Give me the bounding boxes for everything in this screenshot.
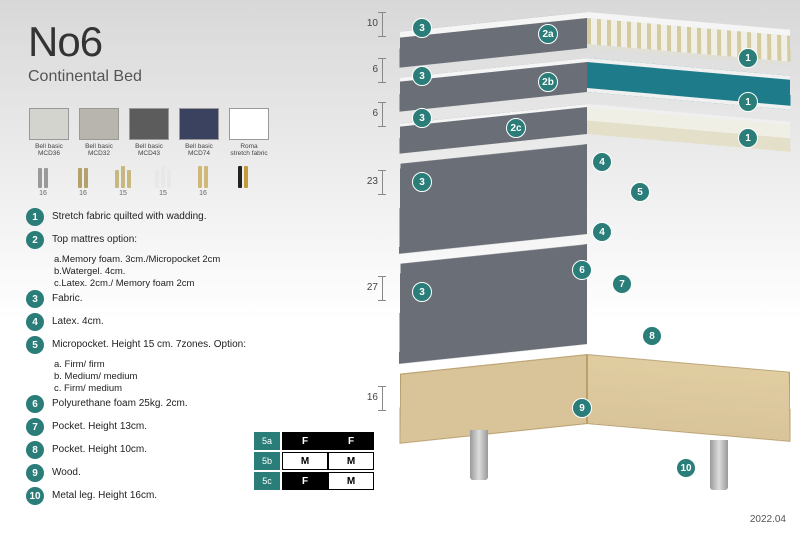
legend-7: Pocket. Height 13cm. [52,418,147,432]
callout-badge: 3 [412,66,432,86]
fabric-swatch: Bell basicMCD74 [176,108,222,157]
depth-label: 6 [348,64,378,75]
fabric-swatches: Bell basicMCD36Bell basicMCD32Bell basic… [26,108,272,157]
callout-badge: 8 [642,326,662,346]
legend-2a: a.Memory foam. 3cm./Micropocket 2cm [54,254,220,265]
badge-1: 1 [26,208,44,226]
legend-2c: c.Latex. 2cm./ Memory foam 2cm [54,278,194,289]
depth-label: 10 [348,18,378,29]
badge-10: 10 [26,487,44,505]
depth-label: 16 [348,392,378,403]
header: No6 Continental Bed [28,18,142,86]
product-subtitle: Continental Bed [28,68,142,86]
badge-9: 9 [26,464,44,482]
legend-6: Polyurethane foam 25kg. 2cm. [52,395,188,409]
product-title: No6 [28,18,142,66]
legend-3: Fabric. [52,290,83,304]
firmness-cell: M [282,452,328,470]
leg-option: 16 [186,162,220,197]
legend-5: Micropocket. Height 15 cm. 7zones. Optio… [52,336,246,350]
badge-3: 3 [26,290,44,308]
legend-5a: a. Firm/ firm [54,359,105,370]
badge-6: 6 [26,395,44,413]
badge-4: 4 [26,313,44,331]
fabric-swatch: Bell basicMCD36 [26,108,72,157]
callout-badge: 3 [412,282,432,302]
firmness-label: 5a [254,432,280,450]
callout-badge: 10 [676,458,696,478]
legend-1: Stretch fabric quilted with wadding. [52,208,207,222]
firmness-label: 5c [254,472,280,490]
legend-5c: c. Firm/ medium [54,383,122,394]
callout-badge: 3 [412,18,432,38]
badge-5: 5 [26,336,44,354]
fabric-swatch: Romastretch fabric [226,108,272,157]
leg-option: 15 [146,162,180,197]
firmness-cell: F [282,432,328,450]
badge-8: 8 [26,441,44,459]
callout-badge: 2b [538,72,558,92]
callout-badge: 5 [630,182,650,202]
leg-option [226,162,260,197]
callout-badge: 2c [506,118,526,138]
depth-label: 23 [348,176,378,187]
callout-badge: 1 [738,48,758,68]
callout-badge: 7 [612,274,632,294]
leg-option: 16 [26,162,60,197]
callout-badge: 3 [412,108,432,128]
bed-cutaway-diagram: 1066232716 [340,0,800,533]
layer-wood-frame [400,354,790,424]
depth-label: 6 [348,108,378,119]
callout-badge: 3 [412,172,432,192]
callout-badge: 9 [572,398,592,418]
legend-2b: b.Watergel. 4cm. [54,266,125,277]
leg-options-row: 1616151516 [26,162,260,197]
depth-label: 27 [348,282,378,293]
layer-topper-2c [400,104,790,134]
metal-leg-right [710,440,728,490]
callout-badge: 4 [592,152,612,172]
metal-leg-left [470,430,488,480]
fabric-swatch: Bell basicMCD32 [76,108,122,157]
firmness-label: 5b [254,452,280,470]
legend-4: Latex. 4cm. [52,313,104,327]
legend-2: Top mattres option: [52,231,137,245]
callout-badge: 1 [738,128,758,148]
legend-9: Wood. [52,464,81,478]
leg-option: 15 [106,162,140,197]
layer-topper-2a [400,12,790,48]
callout-badge: 4 [592,222,612,242]
fabric-swatch: Bell basicMCD43 [126,108,172,157]
callout-badge: 6 [572,260,592,280]
callout-badge: 2a [538,24,558,44]
footer-date: 2022.04 [750,514,786,525]
layer-base-box [400,244,790,344]
legend-5b: b. Medium/ medium [54,371,137,382]
firmness-cell: F [282,472,328,490]
legend-8: Pocket. Height 10cm. [52,441,147,455]
badge-2: 2 [26,231,44,249]
layer-topper-2b [400,58,790,92]
callout-badge: 1 [738,92,758,112]
badge-7: 7 [26,418,44,436]
leg-option: 16 [66,162,100,197]
legend-10: Metal leg. Height 16cm. [52,487,157,501]
